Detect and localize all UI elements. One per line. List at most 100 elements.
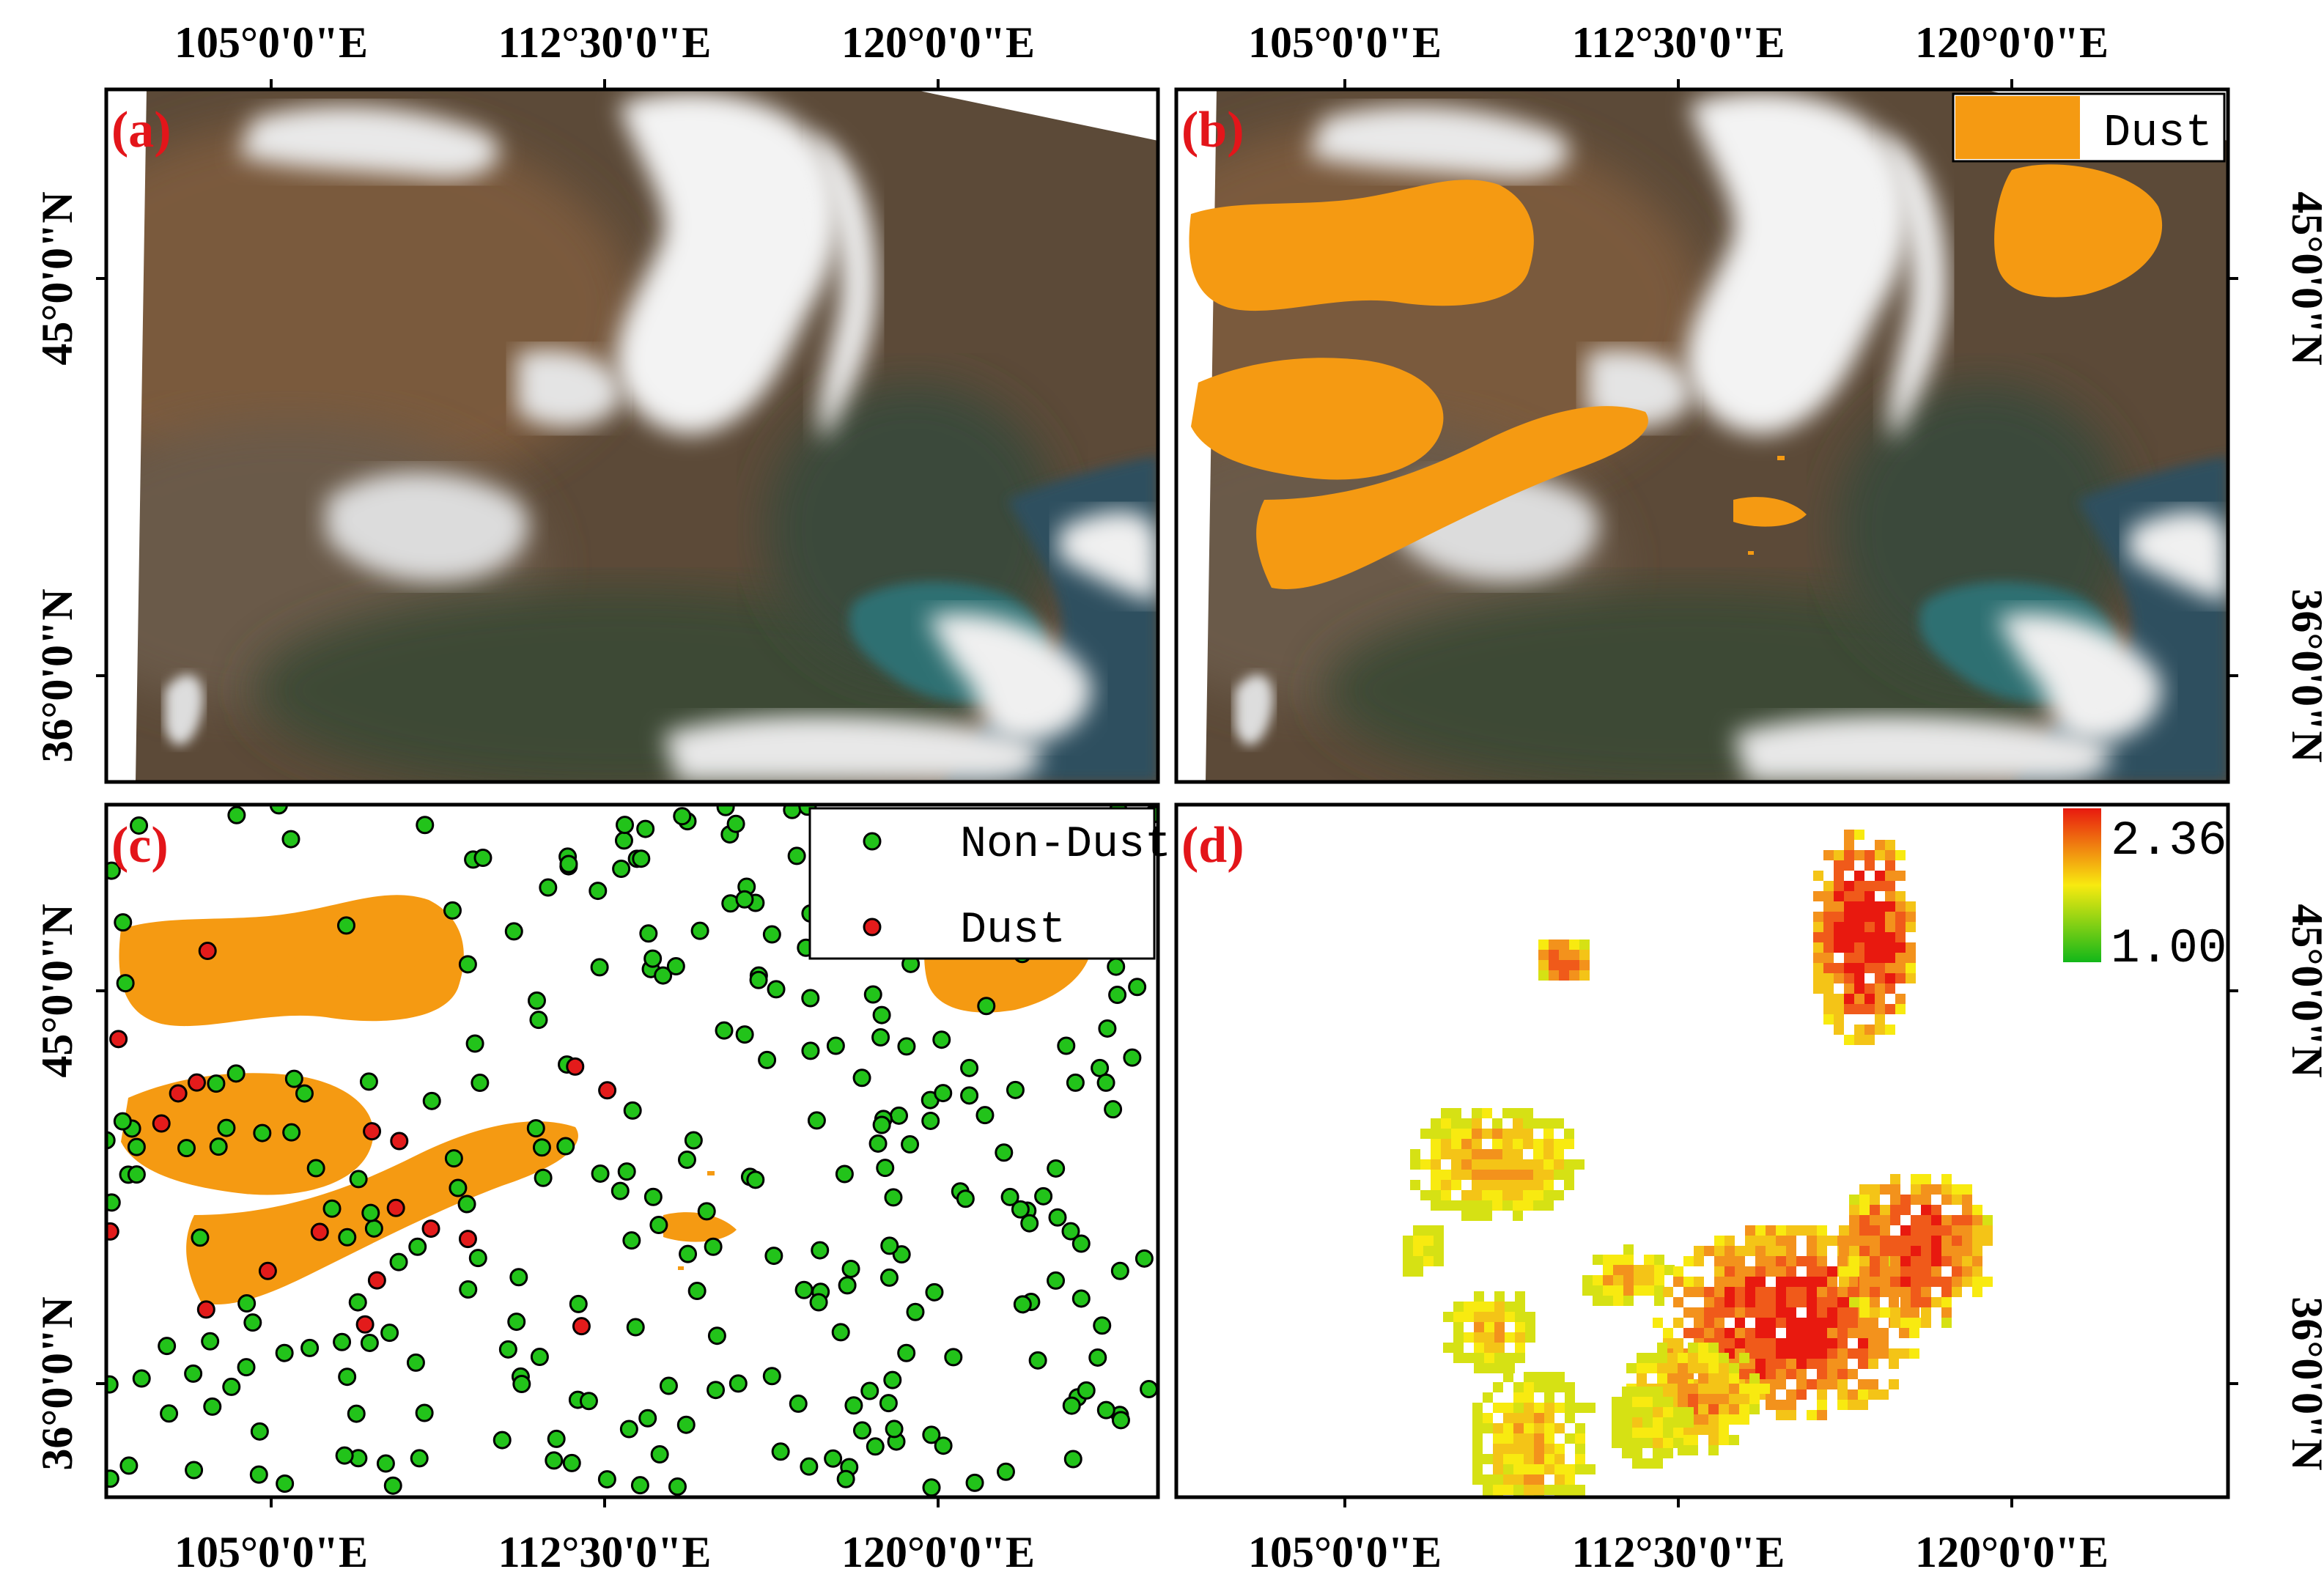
ratio-pixel [1543, 1139, 1554, 1149]
ratio-pixels [1403, 830, 1993, 1526]
ratio-pixel [1864, 1035, 1875, 1045]
dust-station-point [169, 1084, 188, 1103]
ratio-pixel [1622, 1448, 1632, 1458]
ratio-pixel [1864, 963, 1875, 973]
ratio-pixel [1554, 1118, 1564, 1129]
ratio-pixel [1848, 1400, 1858, 1410]
ratio-pixel [1554, 1372, 1565, 1382]
ratio-pixel [1472, 1159, 1482, 1170]
dust-station-point [187, 1073, 206, 1092]
ratio-pixel [1813, 953, 1823, 963]
ratio-pixel [1554, 1485, 1565, 1495]
ratio-pixel [1813, 912, 1823, 922]
ratio-pixel [1472, 1200, 1482, 1211]
ratio-pixel [1900, 1205, 1911, 1215]
ratio-pixel [1776, 1236, 1786, 1246]
ratio-pixel [1544, 1413, 1554, 1423]
ratio-pixel [1543, 1200, 1554, 1211]
nondust-station-point [614, 831, 633, 850]
ratio-pixel [1694, 1287, 1704, 1297]
ratio-pixel [1972, 1256, 1982, 1266]
ratio-pixel [1513, 1474, 1524, 1485]
ratio-pixel [1544, 1516, 1554, 1526]
ratio-pixel [1911, 1277, 1921, 1287]
ratio-pixel [1637, 1363, 1647, 1373]
ratio-pixel [1441, 1139, 1451, 1149]
ratio-pixel [1729, 1384, 1739, 1394]
ratio-pixel [1513, 1433, 1524, 1444]
ratio-pixel [1854, 983, 1864, 994]
ratio-pixel [1623, 1296, 1634, 1306]
ratio-pixel [1739, 1384, 1749, 1394]
ratio-pixel [1513, 1485, 1524, 1495]
ratio-pixel [1623, 1265, 1634, 1275]
ratio-pixel [1837, 1287, 1848, 1297]
nondust-station-point [177, 1139, 196, 1158]
ratio-pixel [1644, 1275, 1654, 1285]
panel-b-label: (b) [1181, 102, 1244, 158]
ratio-pixel [1837, 1348, 1848, 1359]
ratio-pixel [1766, 1297, 1776, 1307]
ratio-pixel [1880, 1266, 1890, 1277]
ratio-pixel [1962, 1246, 1972, 1256]
ratio-pixel [1796, 1338, 1807, 1348]
ratio-pixel [1698, 1425, 1708, 1435]
nondust-station-point [338, 1228, 357, 1247]
ratio-pixel [1837, 1379, 1848, 1389]
ratio-pixel [1642, 1438, 1653, 1448]
ratio-pixel [1637, 1373, 1647, 1384]
ratio-pixel [1854, 891, 1864, 901]
ratio-pixel [1678, 1394, 1688, 1404]
ratio-pixel [1899, 1348, 1909, 1359]
ratio-pixel [1807, 1410, 1817, 1420]
ratio-pixel [1921, 1318, 1931, 1328]
ratio-pixel [1868, 1338, 1878, 1348]
ratio-pixel [1859, 1256, 1870, 1266]
ratio-pixel [1431, 1118, 1441, 1129]
ratio-pixel [1474, 1343, 1484, 1353]
ratio-pixel [1603, 1275, 1613, 1285]
ratio-pixel [1755, 1246, 1766, 1256]
ratio-pixel [1544, 1505, 1554, 1516]
ratio-pixel [1786, 1369, 1796, 1379]
ratio-pixel [1900, 1256, 1911, 1266]
ratio-pixel [1483, 1454, 1493, 1464]
ratio-pixel [1474, 1291, 1484, 1302]
nondust-station-point [449, 1178, 468, 1197]
ratio-pixel [1823, 953, 1834, 963]
ratio-pixel [1524, 1392, 1534, 1403]
nondust-station-point [336, 916, 355, 935]
nondust-station-point [207, 1074, 226, 1093]
ratio-pixel [1823, 963, 1834, 973]
ratio-pixel [1755, 1266, 1766, 1277]
ratio-pixel [1483, 1392, 1493, 1403]
ratio-pixel [1410, 1149, 1420, 1159]
ratio-pixel [1776, 1410, 1786, 1420]
ratio-pixel [1921, 1184, 1931, 1195]
ratio-pixel [1708, 1363, 1719, 1373]
ratio-pixel [1823, 891, 1834, 901]
ratio-pixel [1513, 1129, 1523, 1139]
ratio-pixel [1864, 942, 1875, 953]
ratio-pixel [1875, 1014, 1885, 1025]
ratio-pixel [1844, 830, 1854, 840]
ratio-pixel [1776, 1318, 1786, 1328]
ratio-pixel [1524, 1454, 1534, 1464]
ratio-pixel [1494, 1363, 1505, 1373]
panel-d-label: (d) [1181, 817, 1244, 874]
nondust-station-point [632, 849, 651, 868]
ratio-pixel [1472, 1464, 1483, 1474]
nondust-station-point [406, 1353, 425, 1372]
ratio-pixel [1972, 1246, 1982, 1256]
nondust-station-point [995, 1143, 1014, 1162]
ratio-pixel [1603, 1296, 1613, 1306]
ratio-pixel [1698, 1363, 1708, 1373]
colorbar-max-label: 2.36 [2111, 813, 2227, 868]
nondust-station-point [1088, 1348, 1107, 1367]
ratio-pixel [1461, 1149, 1472, 1159]
ratio-pixel [1534, 1464, 1544, 1474]
ratio-pixel [1952, 1184, 1962, 1195]
nondust-station-point [643, 1187, 663, 1206]
ratio-pixel [1854, 953, 1864, 963]
ratio-pixel [1854, 1035, 1864, 1045]
